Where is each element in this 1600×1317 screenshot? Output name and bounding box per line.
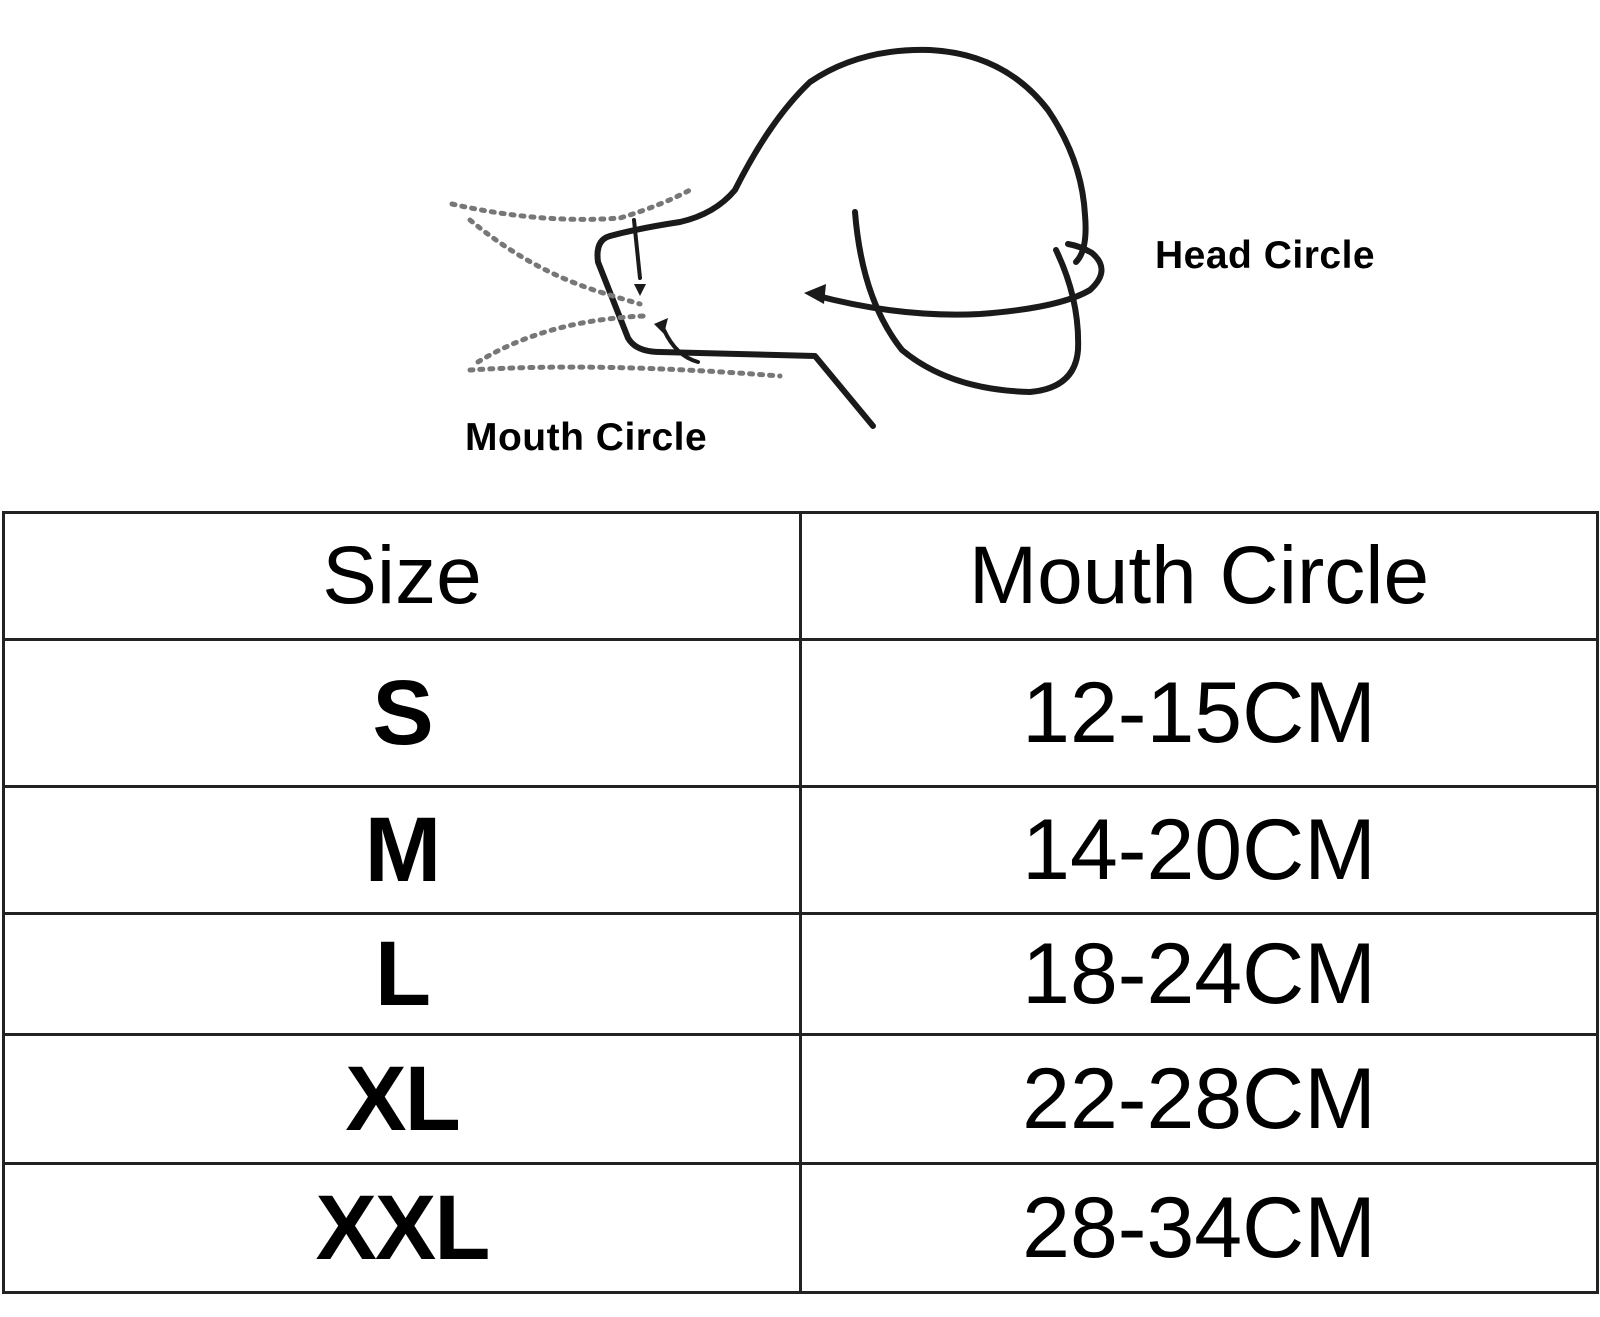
table-header-row: Size Mouth Circle xyxy=(2,511,1599,641)
size-cell: M xyxy=(2,785,802,915)
mouth-arrow-bottom xyxy=(662,328,700,364)
size-cell: XL xyxy=(2,1033,802,1165)
mouth-circle-cell: 12-15CM xyxy=(799,638,1599,788)
size-cell: S xyxy=(2,638,802,788)
dotted-motion-1 xyxy=(449,187,693,222)
head-circle-arrow xyxy=(811,241,1105,318)
size-cell: L xyxy=(2,912,802,1036)
mouth-arrowhead-top xyxy=(634,284,646,296)
mouth-circle-cell: 28-34CM xyxy=(799,1162,1599,1294)
size-chart-table: Size Mouth Circle S 12-15CM M 14-20CM L … xyxy=(2,511,1599,1294)
dog-head-illustration xyxy=(449,46,1105,429)
head-circle-label: Head Circle xyxy=(1155,234,1376,277)
mouth-circle-cell: 22-28CM xyxy=(799,1033,1599,1165)
head-outline xyxy=(607,46,1089,265)
table-row: M 14-20CM xyxy=(2,785,1599,915)
table-row: S 12-15CM xyxy=(2,638,1599,788)
dotted-motion-2 xyxy=(467,217,643,307)
table-row: XXL 28-34CM xyxy=(2,1162,1599,1294)
snout-front xyxy=(594,233,876,429)
size-cell: XXL xyxy=(2,1162,802,1294)
dog-head-diagram: Head Circle Mouth Circle xyxy=(0,0,1600,510)
dotted-motion-4 xyxy=(467,364,783,379)
mouth-circle-cell: 14-20CM xyxy=(799,785,1599,915)
dotted-motion-3 xyxy=(475,313,651,365)
mouth-circle-cell: 18-24CM xyxy=(799,912,1599,1036)
table-row: L 18-24CM xyxy=(2,912,1599,1036)
table-row: XL 22-28CM xyxy=(2,1033,1599,1165)
mouth-arrowhead-bottom xyxy=(654,318,668,334)
mouth-circle-label: Mouth Circle xyxy=(465,416,708,459)
ear-outline xyxy=(852,209,1082,395)
mouth-arrow-top xyxy=(632,218,642,280)
header-size: Size xyxy=(2,511,802,641)
header-mouth-circle: Mouth Circle xyxy=(799,511,1599,641)
head-arrowhead xyxy=(804,284,826,304)
